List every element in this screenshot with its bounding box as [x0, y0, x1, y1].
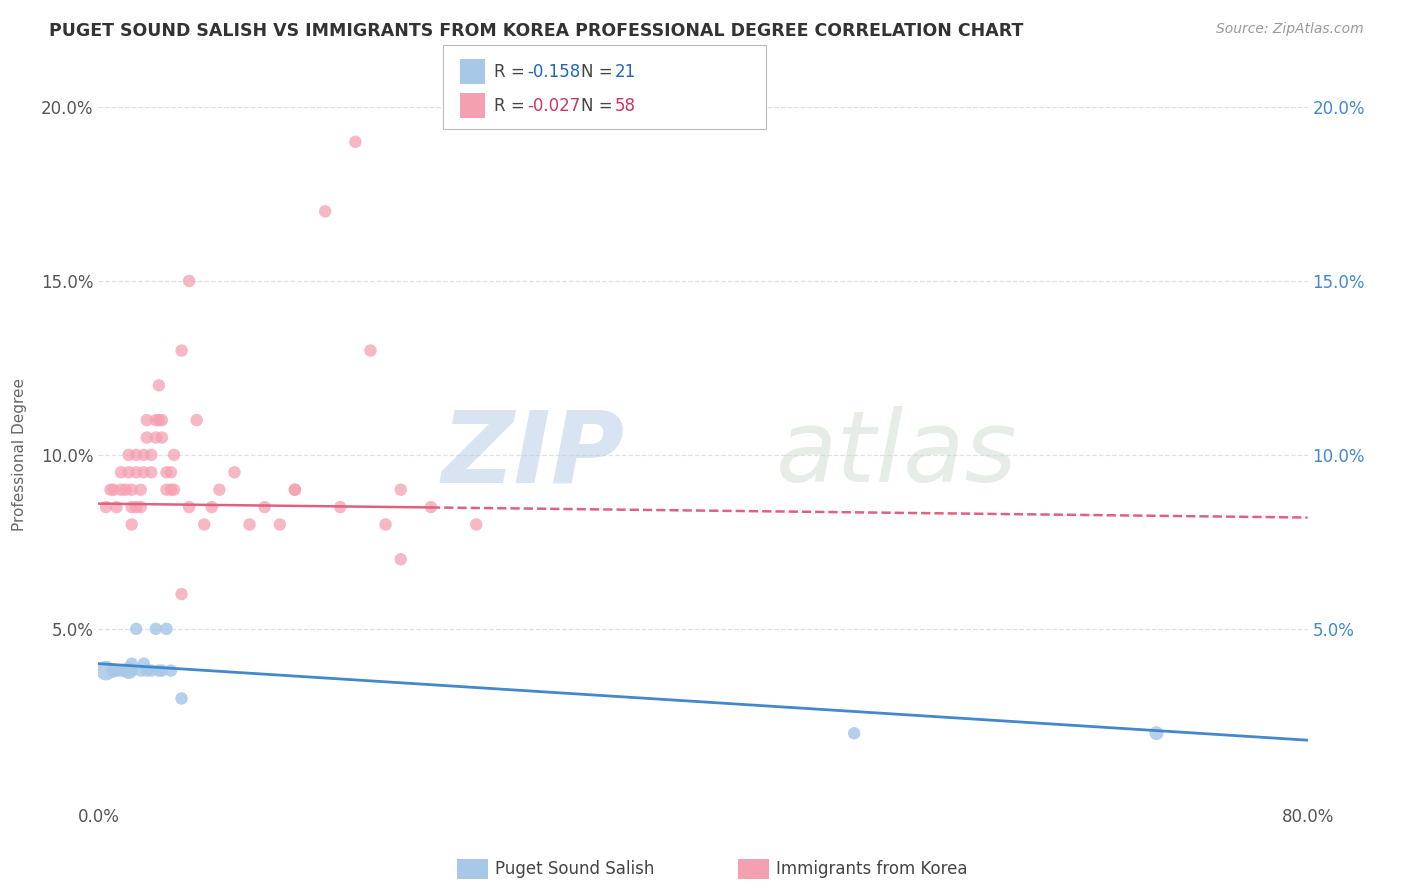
Point	[100, 483, 122, 497]
Point	[844, 726, 866, 740]
Point	[160, 483, 183, 497]
Point	[114, 483, 136, 497]
Point	[125, 500, 148, 514]
Point	[118, 466, 141, 480]
Point	[135, 413, 157, 427]
Text: N =: N =	[581, 62, 617, 80]
Text: 58: 58	[614, 96, 636, 114]
Point	[163, 483, 186, 497]
Point	[150, 430, 173, 444]
Point	[129, 500, 152, 514]
Point	[224, 466, 246, 480]
Text: ZIP: ZIP	[441, 407, 624, 503]
Point	[145, 413, 167, 427]
Text: atlas: atlas	[776, 407, 1017, 503]
Point	[129, 483, 152, 497]
Point	[110, 466, 132, 480]
Point	[118, 664, 141, 678]
Point	[160, 664, 183, 678]
Point	[155, 622, 177, 636]
Point	[125, 466, 148, 480]
Point	[141, 664, 163, 678]
Point	[201, 500, 224, 514]
Point	[150, 664, 173, 678]
Point	[148, 413, 170, 427]
Point	[121, 483, 143, 497]
Point	[121, 664, 143, 678]
Text: Immigrants from Korea: Immigrants from Korea	[776, 860, 967, 878]
Point	[121, 657, 143, 671]
Point	[94, 500, 117, 514]
Point	[135, 430, 157, 444]
Point	[314, 204, 336, 219]
Point	[284, 483, 307, 497]
Point	[253, 500, 276, 514]
Point	[170, 691, 193, 706]
Point	[94, 664, 117, 678]
Text: PUGET SOUND SALISH VS IMMIGRANTS FROM KOREA PROFESSIONAL DEGREE CORRELATION CHAR: PUGET SOUND SALISH VS IMMIGRANTS FROM KO…	[49, 22, 1024, 40]
Point	[186, 413, 208, 427]
Point	[329, 500, 352, 514]
Point	[125, 622, 148, 636]
Point	[170, 587, 193, 601]
Point	[141, 466, 163, 480]
Point	[465, 517, 488, 532]
Text: N =: N =	[581, 96, 617, 114]
Point	[160, 466, 183, 480]
Point	[389, 552, 412, 566]
Point	[121, 500, 143, 514]
Y-axis label: Professional Degree: Professional Degree	[13, 378, 27, 532]
Text: -0.027: -0.027	[527, 96, 581, 114]
Text: -0.158: -0.158	[527, 62, 581, 80]
Point	[145, 622, 167, 636]
Point	[105, 500, 128, 514]
Point	[179, 274, 201, 288]
Point	[193, 517, 215, 532]
Point	[344, 135, 367, 149]
Point	[110, 483, 132, 497]
Point	[170, 343, 193, 358]
Point	[150, 413, 173, 427]
Point	[141, 448, 163, 462]
Point	[148, 664, 170, 678]
Point	[135, 664, 157, 678]
Text: R =: R =	[494, 62, 530, 80]
Point	[389, 483, 412, 497]
Point	[269, 517, 291, 532]
Point	[105, 664, 128, 678]
Point	[132, 657, 155, 671]
Point	[103, 664, 125, 678]
Text: R =: R =	[494, 96, 530, 114]
Point	[239, 517, 262, 532]
Point	[155, 483, 177, 497]
Point	[145, 430, 167, 444]
Point	[1144, 726, 1167, 740]
Point	[163, 448, 186, 462]
Point	[118, 448, 141, 462]
Point	[155, 466, 177, 480]
Point	[125, 448, 148, 462]
Point	[114, 664, 136, 678]
Text: Source: ZipAtlas.com: Source: ZipAtlas.com	[1216, 22, 1364, 37]
Point	[208, 483, 231, 497]
Point	[148, 378, 170, 392]
Point	[110, 664, 132, 678]
Point	[132, 466, 155, 480]
Point	[121, 517, 143, 532]
Text: 21: 21	[614, 62, 636, 80]
Point	[129, 664, 152, 678]
Point	[179, 500, 201, 514]
Point	[284, 483, 307, 497]
Text: Puget Sound Salish: Puget Sound Salish	[495, 860, 654, 878]
Point	[132, 448, 155, 462]
Point	[374, 517, 396, 532]
Point	[360, 343, 382, 358]
Point	[103, 483, 125, 497]
Point	[420, 500, 443, 514]
